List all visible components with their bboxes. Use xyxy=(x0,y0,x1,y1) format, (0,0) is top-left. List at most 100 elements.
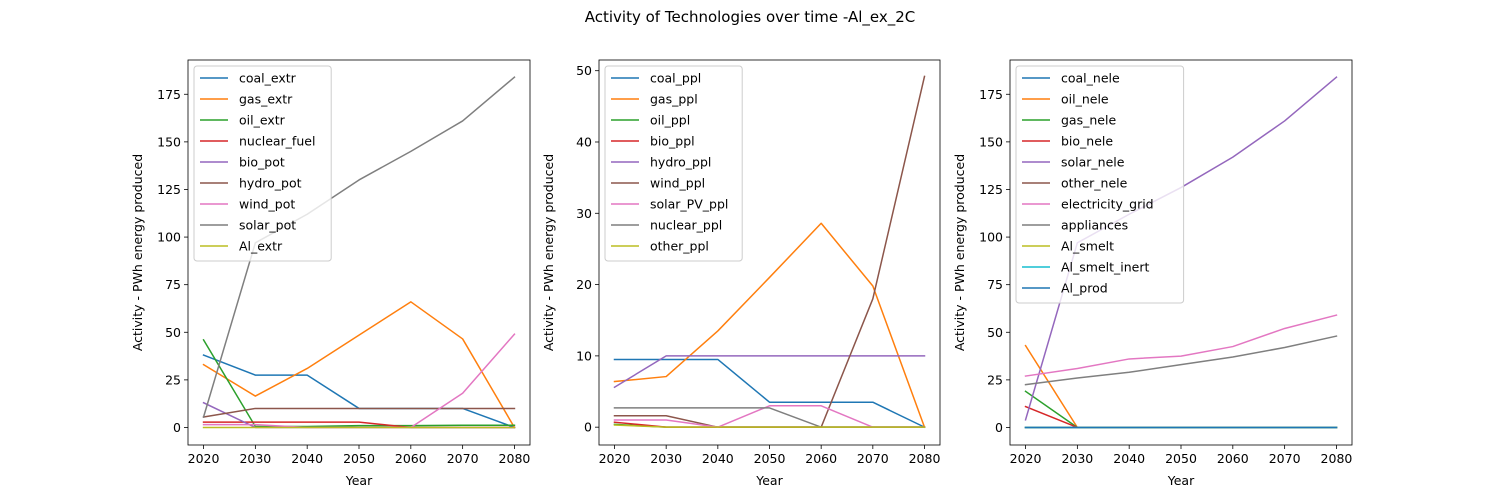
x-axis-label: Year xyxy=(345,473,373,488)
series-line-appliances xyxy=(1024,335,1338,386)
x-tick-label: 2070 xyxy=(1269,451,1301,466)
x-tick-label: 2020 xyxy=(599,451,631,466)
legend-label-gas_nele: gas_nele xyxy=(1061,113,1116,128)
legend-label-bio_pot: bio_pot xyxy=(239,155,285,170)
x-tick-label: 2080 xyxy=(499,451,531,466)
y-tick-label: 125 xyxy=(979,182,1003,197)
legend-label-Al_prod: Al_prod xyxy=(1061,281,1108,296)
y-axis-label: Activity - PWh energy produced xyxy=(130,154,145,351)
series-line-coal_ppl xyxy=(613,358,926,429)
legend-label-coal_extr: coal_extr xyxy=(239,71,297,86)
legend-label-other_ppl: other_ppl xyxy=(650,239,709,254)
x-tick-label: 2030 xyxy=(239,451,271,466)
y-tick-label: 100 xyxy=(979,230,1003,245)
y-tick-label: 175 xyxy=(979,87,1003,102)
chart-panel-2: 2020 2030 2040 2050 2060 2070 208001020304050Y… xyxy=(541,59,941,488)
series-line-hydro_ppl xyxy=(613,355,926,389)
series-line-gas_nele xyxy=(1024,390,1338,429)
legend: coal_extr gas_extr oil_extr nuclear_fuelbio… xyxy=(193,65,332,262)
legend-label-solar_nele: solar_nele xyxy=(1061,155,1125,170)
x-tick-label: 2030 xyxy=(1061,451,1093,466)
x-axis-label: Year xyxy=(755,473,783,488)
y-tick-label: 0 xyxy=(995,420,1003,435)
x-tick-label: 2030 xyxy=(650,451,682,466)
legend-label-electricity_grid: electricity_grid xyxy=(1061,197,1154,212)
x-tick-label: 2060 xyxy=(1217,451,1249,466)
x-tick-label: 2040 xyxy=(702,451,734,466)
y-tick-label: 150 xyxy=(157,134,181,149)
y-tick-label: 50 xyxy=(987,325,1003,340)
legend-label-nuclear_ppl: nuclear_ppl xyxy=(650,218,722,233)
legend-label-solar_PV_ppl: solar_PV_ppl xyxy=(650,197,728,212)
x-tick-label: 2060 xyxy=(395,451,427,466)
x-tick-label: 2020 xyxy=(1010,451,1042,466)
legend-label-oil_nele: oil_nele xyxy=(1061,92,1109,107)
legend-label-Al_smelt: Al_smelt xyxy=(1061,239,1114,254)
y-tick-label: 75 xyxy=(987,277,1003,292)
legend: coal_nele oil_nele gas_nele bio_nele solar_n… xyxy=(1015,65,1185,304)
legend-box xyxy=(1015,65,1185,304)
legend-label-oil_ppl: oil_ppl xyxy=(650,113,690,128)
y-tick-label: 30 xyxy=(576,206,592,221)
y-tick-label: 0 xyxy=(584,420,592,435)
legend-label-gas_ppl: gas_ppl xyxy=(650,92,698,107)
x-tick-label: 2040 xyxy=(291,451,323,466)
legend-box xyxy=(193,65,332,262)
x-tick-label: 2060 xyxy=(805,451,837,466)
legend-label-hydro_ppl: hydro_ppl xyxy=(650,155,711,170)
legend-label-nuclear_fuel: nuclear_fuel xyxy=(239,134,315,149)
legend-label-Al_smelt_inert: Al_smelt_inert xyxy=(1061,260,1150,275)
legend-label-coal_nele: coal_nele xyxy=(1061,71,1120,86)
figure-title: Activity of Technologies over time -Al_e… xyxy=(585,8,915,27)
legend-label-appliances: appliances xyxy=(1061,218,1128,233)
y-tick-label: 175 xyxy=(157,87,181,102)
x-tick-label: 2050 xyxy=(754,451,786,466)
legend: coal_ppl gas_ppl oil_ppl bio_ppl hydro_pplwi… xyxy=(604,65,743,262)
chart-panel-1: 2020 2030 2040 2050 2060 2070 2080 0 25 50 75 100 12… xyxy=(130,59,531,488)
y-tick-label: 25 xyxy=(987,372,1003,387)
y-axis-label: Activity - PWh energy produced xyxy=(952,154,967,351)
series-line-gas_extr xyxy=(202,301,516,429)
series-line-gas_ppl xyxy=(613,222,926,429)
legend-label-oil_extr: oil_extr xyxy=(239,113,286,128)
legend-label-coal_ppl: coal_ppl xyxy=(650,71,701,86)
x-tick-label: 2080 xyxy=(909,451,941,466)
y-axis-label: Activity - PWh energy produced xyxy=(541,154,556,351)
series-lines xyxy=(613,75,926,429)
legend-label-solar_pot: solar_pot xyxy=(239,218,296,233)
legend-label-wind_ppl: wind_ppl xyxy=(650,176,705,191)
x-axis-label: Year xyxy=(1167,473,1195,488)
series-line-oil_extr xyxy=(202,338,516,428)
x-tick-label: 2080 xyxy=(1321,451,1353,466)
y-tick-label: 20 xyxy=(576,277,592,292)
legend-label-bio_ppl: bio_ppl xyxy=(650,134,695,149)
x-tick-label: 2050 xyxy=(1165,451,1197,466)
y-tick-label: 75 xyxy=(165,277,181,292)
chart-panel-3: 2020 2030 2040 2050 2060 2070 2080 0 25 50 75 100 12… xyxy=(952,59,1353,488)
legend-label-wind_pot: wind_pot xyxy=(239,197,295,212)
series-line-bio_pot xyxy=(202,401,516,429)
y-tick-label: 10 xyxy=(576,348,592,363)
legend-box xyxy=(604,65,743,262)
y-tick-label: 0 xyxy=(173,420,181,435)
x-tick-label: 2040 xyxy=(1113,451,1145,466)
y-tick-label: 25 xyxy=(165,372,181,387)
x-tick-label: 2020 xyxy=(188,451,220,466)
series-lines xyxy=(202,76,516,429)
series-line-nuclear_ppl xyxy=(613,407,926,428)
x-tick-label: 2050 xyxy=(343,451,375,466)
x-tick-label: 2070 xyxy=(447,451,479,466)
legend-label-gas_extr: gas_extr xyxy=(239,92,293,107)
series-line-hydro_pot xyxy=(202,407,516,418)
legend-label-hydro_pot: hydro_pot xyxy=(239,176,302,191)
legend-label-Al_extr: Al_extr xyxy=(239,239,283,254)
y-tick-label: 40 xyxy=(576,134,592,149)
y-tick-label: 125 xyxy=(157,182,181,197)
y-tick-label: 50 xyxy=(576,63,592,78)
legend-label-other_nele: other_nele xyxy=(1061,176,1128,191)
y-tick-label: 150 xyxy=(979,134,1003,149)
y-tick-label: 50 xyxy=(165,325,181,340)
y-tick-label: 100 xyxy=(157,230,181,245)
series-line-other_ppl xyxy=(613,424,926,428)
